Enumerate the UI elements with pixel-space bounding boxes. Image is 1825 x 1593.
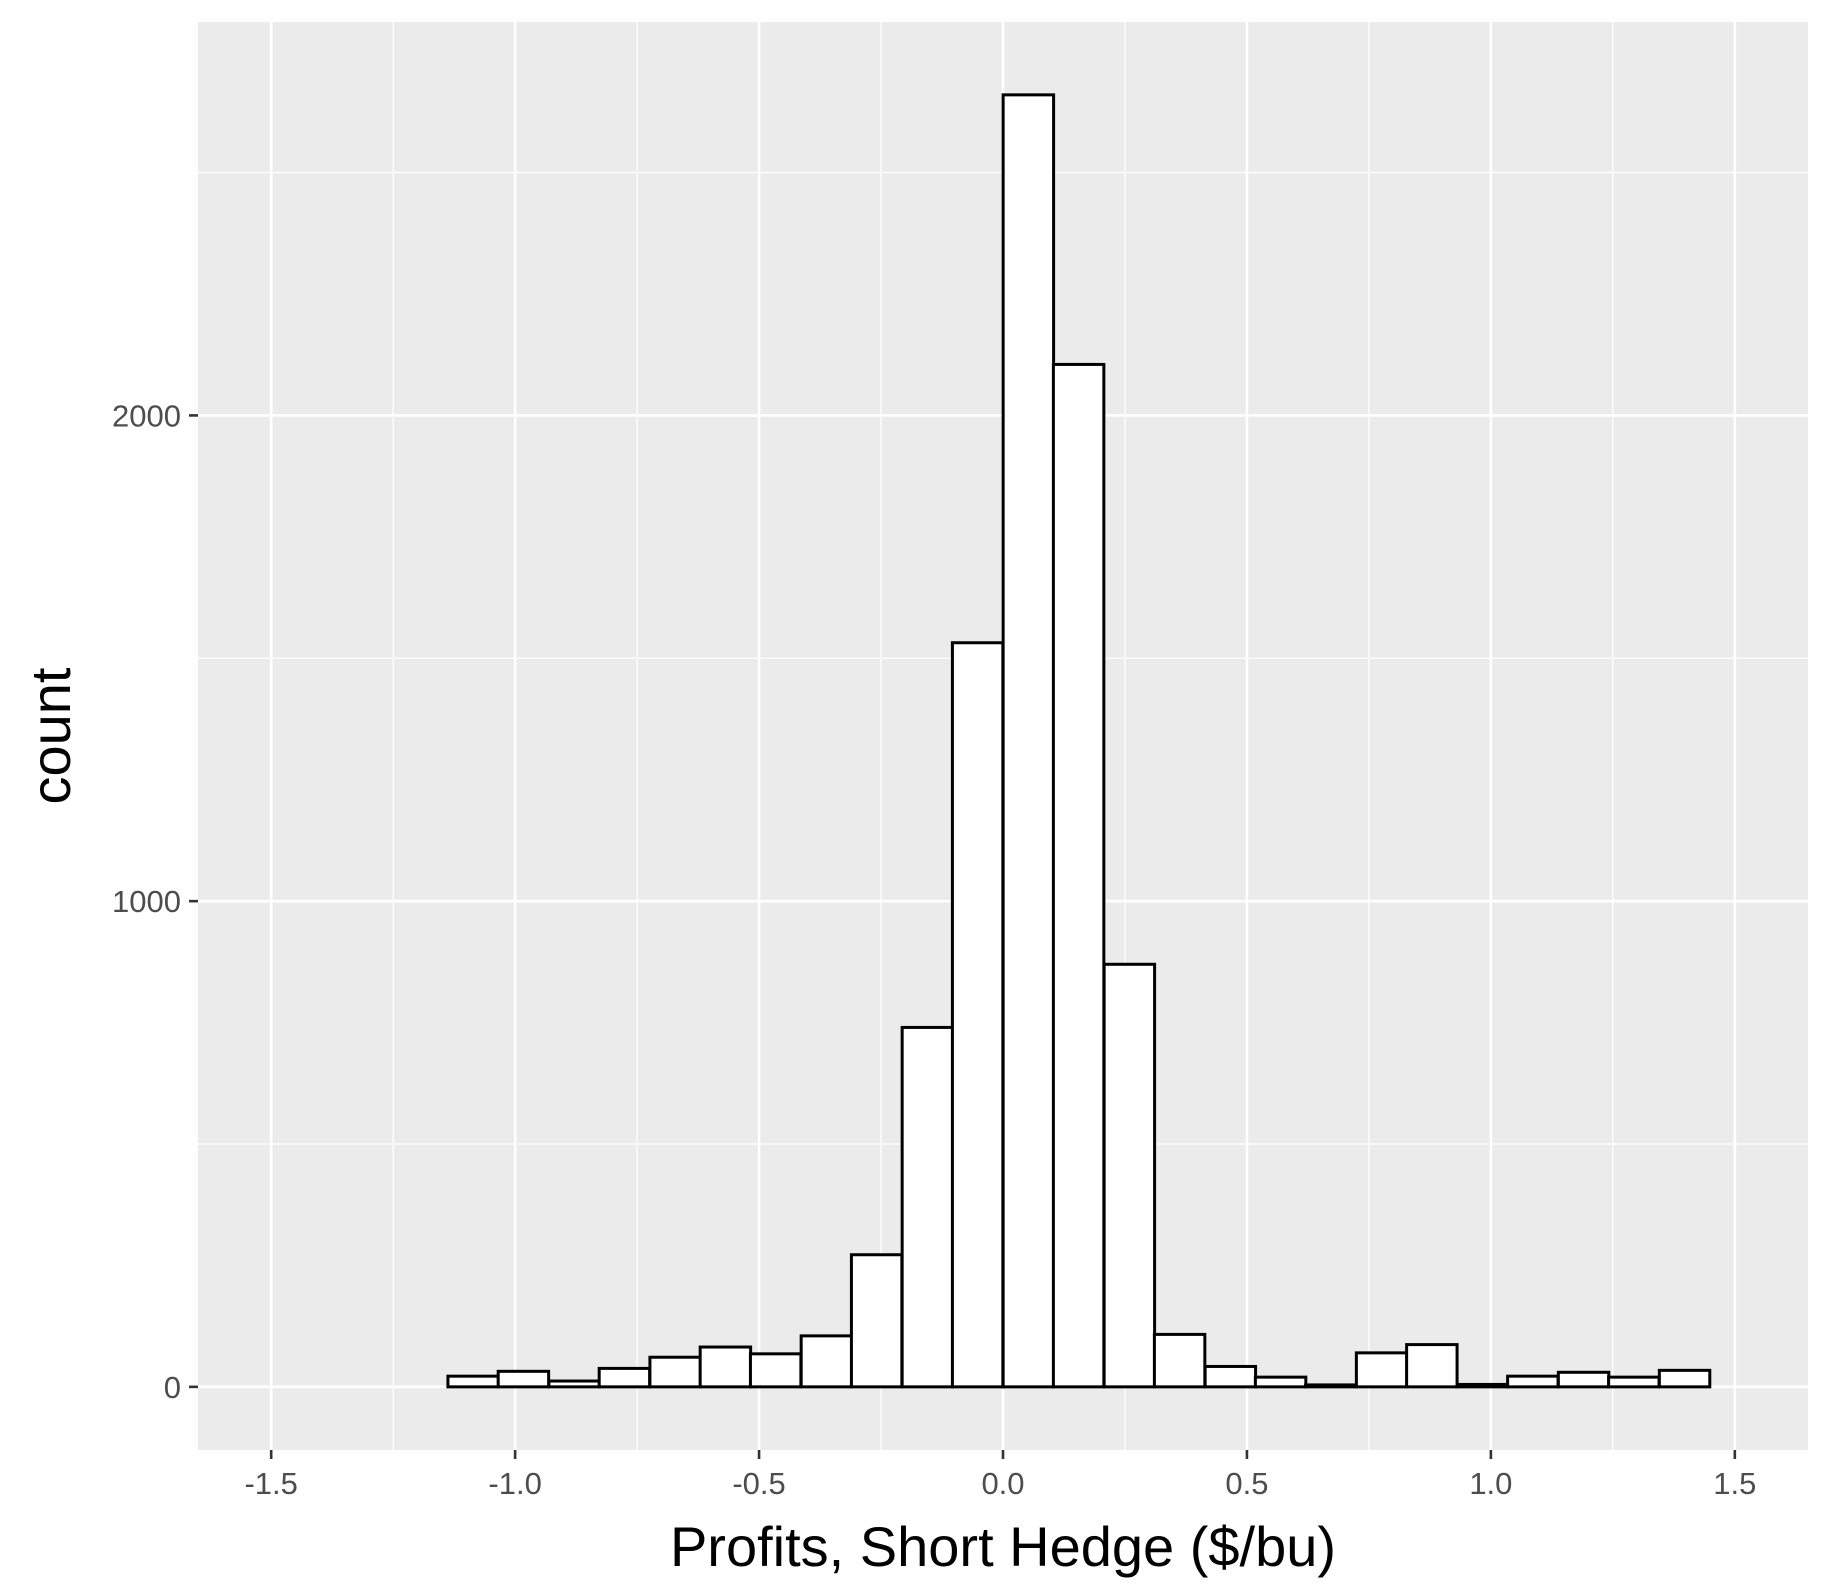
histogram-bar [849,1253,904,1389]
histogram-bar [597,1366,652,1389]
y-tick-label: 1000 [112,884,181,919]
histogram-bar [1001,93,1056,1389]
major-gridlines [198,22,1808,1450]
histogram-bar [1304,1383,1358,1389]
x-tick-label: -1.5 [244,1466,297,1501]
histogram-bar [1152,1332,1207,1389]
x-tick-label: 1.5 [1713,1466,1756,1501]
histogram-bar [1657,1368,1712,1389]
x-tick-label: -1.0 [488,1466,541,1501]
histogram-bar [1354,1351,1409,1389]
x-tick-label: 1.0 [1469,1466,1512,1501]
histogram-bar [446,1374,500,1389]
y-axis: 0 1000 2000 [112,398,198,1405]
x-tick-label: 0.0 [981,1466,1024,1501]
x-axis: -1.5 -1.0 -0.5 0.0 0.5 1.0 1.5 [244,1450,1756,1501]
histogram-bars [446,93,1712,1389]
minor-gridlines [198,22,1808,1450]
histogram-bar [900,1025,955,1389]
histogram-bar [1607,1375,1661,1389]
histogram-bar [496,1369,551,1389]
histogram-bar [648,1355,702,1389]
histogram-bar [950,641,1005,1389]
histogram-bar [1203,1364,1258,1389]
histogram-bar [748,1352,803,1389]
histogram-bar [1506,1374,1560,1389]
y-tick-label: 2000 [112,398,181,433]
histogram-bar [1455,1382,1510,1389]
histogram-bar [1102,962,1157,1389]
histogram-bar [1051,362,1106,1389]
histogram-bar [547,1379,601,1389]
x-tick-label: 0.5 [1225,1466,1268,1501]
y-axis-title: count [19,667,82,804]
histogram-bar [1253,1375,1308,1389]
y-tick-label: 0 [164,1370,181,1405]
x-tick-label: -0.5 [732,1466,785,1501]
histogram-bar [698,1345,753,1389]
x-axis-title: Profits, Short Hedge ($/bu) [670,1515,1336,1578]
histogram-bar [1556,1370,1611,1389]
histogram-bar [1405,1343,1459,1389]
histogram-bar [799,1334,854,1389]
